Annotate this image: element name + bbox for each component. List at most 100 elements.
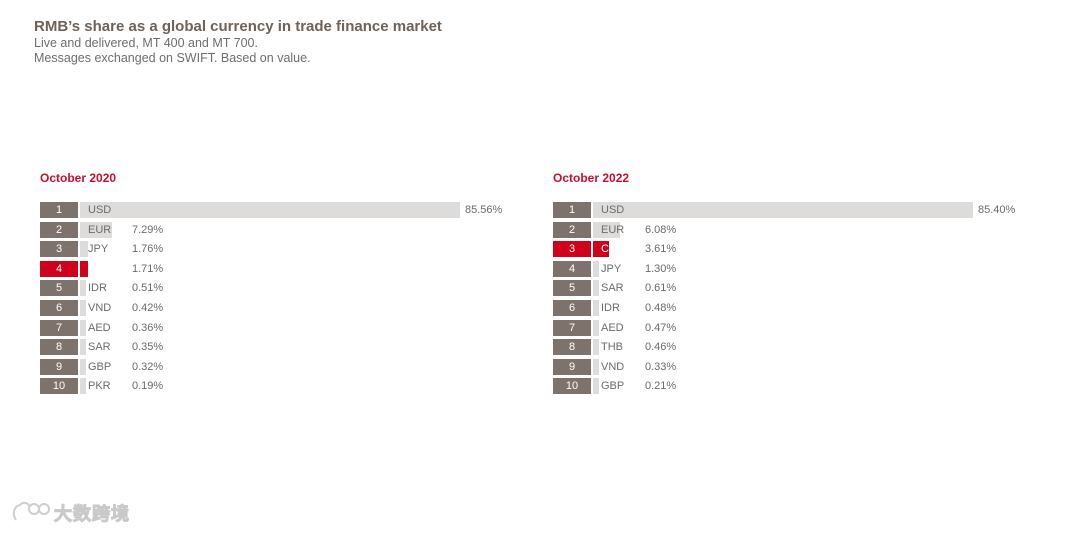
currency-code: AED — [601, 321, 624, 334]
rank-badge: 9 — [553, 358, 591, 375]
currency-code: THB — [601, 341, 623, 354]
value-label: 7.29% — [132, 223, 164, 236]
rank-badge: 4 — [553, 260, 591, 277]
bar — [593, 300, 599, 316]
bar-row: 2 EUR 7.29% — [40, 221, 520, 238]
bar — [80, 300, 86, 316]
bar-row: 10 PKR 0.19% — [40, 378, 520, 395]
bar-row: 2 EUR 6.08% — [553, 221, 1033, 238]
value-label: 0.48% — [645, 302, 677, 314]
bar-row: 5 SAR 0.61% — [553, 280, 1033, 297]
bar — [80, 202, 460, 218]
bar — [593, 202, 973, 218]
currency-code: AED — [88, 321, 111, 334]
value-label: 0.19% — [132, 380, 164, 393]
currency-code: IDR — [601, 302, 620, 314]
watermark-logo-icon — [12, 501, 50, 521]
currency-code: CNY — [88, 262, 112, 275]
rank-badge: 2 — [553, 221, 591, 238]
watermark: 大数跨境 — [10, 500, 130, 526]
currency-code: JPY — [601, 262, 622, 275]
value-label: 85.56% — [465, 204, 503, 216]
chart-title: RMB’s share as a global currency in trad… — [34, 18, 442, 35]
bar — [593, 339, 599, 356]
chart-header: RMB’s share as a global currency in trad… — [34, 18, 442, 66]
bar — [80, 339, 86, 356]
bar — [80, 358, 86, 375]
currency-code: PKR — [88, 380, 111, 393]
value-label: 0.51% — [132, 282, 164, 295]
bar-row: 5 IDR 0.51% — [40, 280, 520, 297]
currency-code: GBP — [601, 380, 625, 393]
panel-title: October 2022 — [553, 171, 630, 185]
value-label: 1.30% — [645, 262, 677, 275]
currency-code: VND — [88, 302, 112, 314]
value-label: 0.35% — [132, 341, 164, 354]
bar-row: 4 CNY 1.71% — [40, 260, 520, 277]
bar-row: 7 AED 0.36% — [40, 319, 520, 336]
rank-badge: 2 — [40, 221, 78, 238]
currency-code: GBP — [88, 360, 112, 373]
bar — [593, 260, 599, 277]
value-label: 3.61% — [645, 243, 677, 256]
bar-row: 3 CNY 3.61% — [553, 241, 1033, 258]
value-label: 0.61% — [645, 282, 677, 295]
bar — [80, 221, 113, 238]
value-label: 0.46% — [645, 341, 677, 354]
rank-badge: 4 — [40, 260, 78, 277]
bar — [593, 241, 610, 258]
rank-badge: 6 — [40, 300, 78, 316]
currency-code: USD — [88, 204, 112, 216]
currency-code: JPY — [88, 243, 109, 256]
rank-badge: 6 — [553, 300, 591, 316]
value-label: 1.71% — [132, 262, 164, 275]
value-label: 1.76% — [132, 243, 164, 256]
watermark-text: 大数跨境 — [54, 504, 130, 525]
value-label: 0.42% — [132, 302, 164, 314]
rank-badge: 5 — [553, 280, 591, 297]
bar-row: 9 VND 0.33% — [553, 358, 1033, 375]
bar-row: 8 THB 0.46% — [553, 339, 1033, 356]
bar-row: 3 JPY 1.76% — [40, 241, 520, 258]
bar — [593, 358, 599, 375]
bar-row: 1 USD 85.40% — [553, 202, 1033, 218]
panel-october-2020: October 2020 1 USD 85.56% 2 EUR 7.29% 3 JPY 1.76… — [40, 171, 520, 401]
bar-row: 9 GBP 0.32% — [40, 358, 520, 375]
bar-row: 10 GBP 0.21% — [553, 378, 1033, 395]
currency-code: EUR — [88, 223, 112, 236]
bar — [593, 280, 599, 297]
currency-code: VND — [601, 360, 625, 373]
rank-badge: 7 — [40, 319, 78, 336]
rank-badge: 8 — [553, 339, 591, 356]
currency-code: CNY — [601, 243, 625, 256]
bar — [80, 241, 88, 258]
bar-row: 6 IDR 0.48% — [553, 300, 1033, 316]
bar — [80, 280, 86, 297]
bar — [593, 378, 599, 395]
bar-row: 4 JPY 1.30% — [553, 260, 1033, 277]
chart-subtitle-line-1: Live and delivered, MT 400 and MT 700. — [34, 36, 258, 50]
currency-code: SAR — [601, 282, 624, 295]
bar — [593, 319, 599, 336]
rank-badge: 10 — [553, 378, 591, 395]
rank-badge: 1 — [553, 202, 591, 218]
rank-badge: 1 — [40, 202, 78, 218]
bar — [593, 221, 621, 238]
rank-badge: 10 — [40, 378, 78, 395]
value-label: 0.36% — [132, 321, 164, 334]
rank-badge: 3 — [40, 241, 78, 258]
bar-row: 8 SAR 0.35% — [40, 339, 520, 356]
rank-badge: 8 — [40, 339, 78, 356]
value-label: 0.33% — [645, 360, 677, 373]
currency-code: EUR — [601, 223, 625, 236]
value-label: 0.47% — [645, 321, 677, 334]
bar-row: 6 VND 0.42% — [40, 300, 520, 316]
panel-title: October 2020 — [40, 171, 117, 185]
bar — [80, 378, 86, 395]
currency-code: SAR — [88, 341, 111, 354]
bar — [80, 260, 88, 277]
rank-badge: 3 — [553, 241, 591, 258]
currency-code: USD — [601, 204, 625, 216]
rank-badge: 7 — [553, 319, 591, 336]
rank-badge: 5 — [40, 280, 78, 297]
